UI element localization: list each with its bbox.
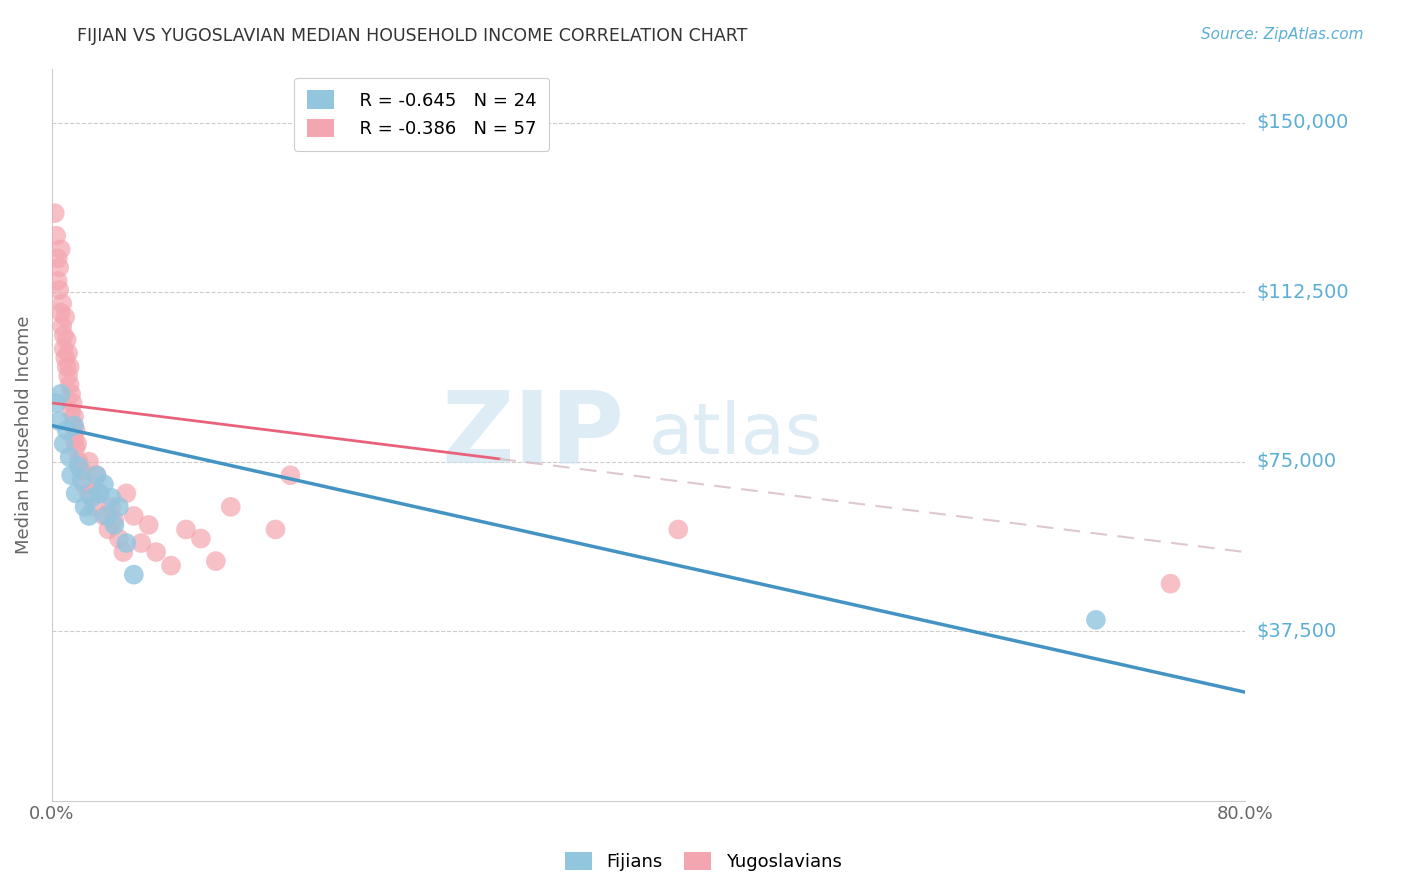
Point xyxy=(60,405,83,419)
Point xyxy=(48,260,70,275)
Point xyxy=(51,296,73,310)
Point xyxy=(55,423,77,437)
Point xyxy=(77,455,100,469)
Point xyxy=(44,206,66,220)
Point xyxy=(280,468,302,483)
Point xyxy=(190,532,212,546)
Point xyxy=(53,310,76,324)
Point xyxy=(63,418,86,433)
Point xyxy=(86,468,108,483)
Point xyxy=(73,477,96,491)
Point xyxy=(77,508,100,523)
Point xyxy=(138,518,160,533)
Point xyxy=(62,418,84,433)
Point xyxy=(219,500,242,514)
Point xyxy=(80,491,103,505)
Point xyxy=(45,228,67,243)
Text: $37,500: $37,500 xyxy=(1256,622,1337,640)
Point xyxy=(70,464,93,478)
Point xyxy=(60,468,83,483)
Legend:   R = -0.645   N = 24,   R = -0.386   N = 57: R = -0.645 N = 24, R = -0.386 N = 57 xyxy=(294,78,550,151)
Point xyxy=(122,508,145,523)
Point xyxy=(67,455,90,469)
Point xyxy=(89,486,111,500)
Point xyxy=(103,518,125,533)
Point xyxy=(100,491,122,505)
Point xyxy=(45,396,67,410)
Point xyxy=(86,468,108,483)
Point xyxy=(49,387,72,401)
Point xyxy=(89,486,111,500)
Point xyxy=(49,305,72,319)
Point xyxy=(48,414,70,428)
Point xyxy=(145,545,167,559)
Point xyxy=(108,532,131,546)
Point xyxy=(56,346,79,360)
Point xyxy=(122,567,145,582)
Point xyxy=(70,473,93,487)
Point xyxy=(52,342,75,356)
Point xyxy=(108,500,131,514)
Point xyxy=(62,396,84,410)
Point xyxy=(46,274,69,288)
Point xyxy=(93,477,115,491)
Text: $75,000: $75,000 xyxy=(1256,452,1336,471)
Point xyxy=(59,450,82,465)
Text: ZIP: ZIP xyxy=(441,386,624,483)
Point xyxy=(65,441,87,455)
Point xyxy=(115,536,138,550)
Point xyxy=(112,545,135,559)
Text: Source: ZipAtlas.com: Source: ZipAtlas.com xyxy=(1201,27,1364,42)
Point xyxy=(83,500,105,514)
Point xyxy=(77,486,100,500)
Point xyxy=(97,523,120,537)
Point xyxy=(1160,576,1182,591)
Point xyxy=(63,409,86,424)
Point xyxy=(63,432,86,446)
Point xyxy=(67,459,90,474)
Point xyxy=(160,558,183,573)
Point xyxy=(73,500,96,514)
Point xyxy=(1084,613,1107,627)
Legend: Fijians, Yugoslavians: Fijians, Yugoslavians xyxy=(557,845,849,879)
Point xyxy=(59,377,82,392)
Point xyxy=(51,319,73,334)
Point xyxy=(56,368,79,383)
Point xyxy=(52,328,75,343)
Point xyxy=(205,554,228,568)
Point xyxy=(666,523,689,537)
Text: $112,500: $112,500 xyxy=(1256,283,1348,301)
Point xyxy=(60,387,83,401)
Point xyxy=(93,508,115,523)
Point xyxy=(174,523,197,537)
Point xyxy=(48,283,70,297)
Point xyxy=(53,351,76,365)
Point xyxy=(55,359,77,374)
Y-axis label: Median Household Income: Median Household Income xyxy=(15,315,32,554)
Point xyxy=(46,252,69,266)
Point xyxy=(65,423,87,437)
Point xyxy=(59,359,82,374)
Point xyxy=(96,508,118,523)
Text: atlas: atlas xyxy=(648,401,823,469)
Point xyxy=(103,513,125,527)
Text: FIJIAN VS YUGOSLAVIAN MEDIAN HOUSEHOLD INCOME CORRELATION CHART: FIJIAN VS YUGOSLAVIAN MEDIAN HOUSEHOLD I… xyxy=(77,27,748,45)
Point xyxy=(55,333,77,347)
Point xyxy=(264,523,287,537)
Point xyxy=(65,486,87,500)
Point xyxy=(100,500,122,514)
Point xyxy=(66,436,89,450)
Point xyxy=(52,436,75,450)
Text: $150,000: $150,000 xyxy=(1256,113,1348,132)
Point xyxy=(129,536,152,550)
Point xyxy=(49,242,72,256)
Point xyxy=(115,486,138,500)
